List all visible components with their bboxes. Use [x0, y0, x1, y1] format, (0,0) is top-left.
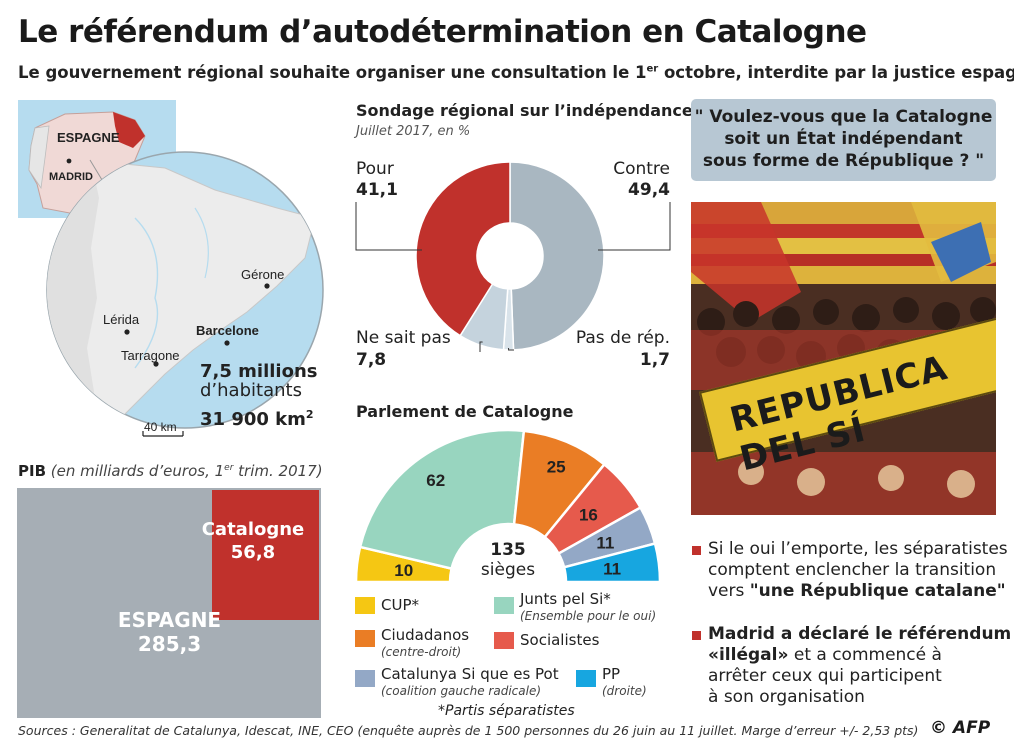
legend-label-catsiqueespot: Catalunya Si que es Pot	[381, 665, 559, 683]
scale-bar: 40 km	[142, 420, 184, 437]
poll-label-contre: Contre	[613, 159, 670, 179]
city-barcelone: Barcelone	[196, 323, 259, 338]
city-tarragone: Tarragone	[121, 348, 180, 363]
legend-sub-catsiqueespot: (coalition gauche radicale)	[381, 684, 542, 698]
legend-label-pp: PP	[602, 665, 621, 683]
population-unit: d’habitants	[200, 380, 302, 401]
sources: Sources : Generalitat de Catalunya, Ides…	[18, 723, 919, 738]
bullet-text-2: Madrid a déclaré le référendum «illégal»…	[708, 624, 1012, 707]
poll-subtitle: Juillet 2017, en %	[356, 124, 471, 139]
bullet-marker-1	[692, 546, 701, 555]
legend-swatch-pp	[576, 670, 596, 687]
parliament-seat-label-catalunya-si-que-es-pot: 11	[596, 534, 614, 553]
bullet-marker-2	[692, 631, 701, 640]
poll-slice-contre	[509, 161, 605, 351]
legend-swatch-cup	[355, 597, 375, 614]
catalonia-inset-shape	[113, 112, 145, 148]
legend-sub-ciudadanos: (centre-droit)	[381, 645, 462, 659]
poll-label-pdr: Pas de rép.	[575, 328, 670, 348]
poll-leader-pour	[355, 202, 422, 251]
poll-donut-chart	[355, 161, 671, 352]
poll-value-contre: 49,4	[628, 180, 670, 200]
legend-sub-pp: (droite)	[602, 684, 647, 698]
gdp-title: PIB (en milliards d’euros, 1er trim. 201…	[18, 462, 323, 480]
legend-swatch-catsiqueespot	[355, 670, 375, 687]
svg-text:40 km: 40 km	[144, 420, 177, 434]
population-value: 7,5 millions	[200, 361, 318, 382]
map-label-espagne: ESPAGNE	[57, 130, 120, 145]
catalonia-map: ESPAGNE MADRID Gérone Lérida Barcelone T…	[18, 100, 324, 437]
poll-leader-pdr	[508, 347, 514, 351]
parliament-slice-junts-pel-si	[358, 428, 526, 571]
legend-swatch-ciudadanos	[355, 630, 375, 647]
poll-value-pour: 41,1	[356, 180, 398, 200]
poll-slice-pour	[415, 161, 511, 337]
map-label-madrid: MADRID	[49, 171, 93, 183]
legend-swatch-junts	[494, 597, 514, 614]
legend-label-ciudadanos: Ciudadanos	[381, 626, 470, 644]
rally-photo: REPUBLICA DEL SÍ	[691, 202, 996, 515]
area-value: 31 900 km2	[200, 408, 314, 430]
poll-leader-contre	[598, 202, 671, 251]
parliament-slice-pp	[562, 541, 662, 584]
legend-swatch-socialistes	[494, 632, 514, 649]
parliament-chart: 10 62 25 16 11 11	[354, 428, 662, 584]
poll-title: Sondage régional sur l’indépendance	[356, 101, 693, 120]
parliament-seat-label-cup: 10	[394, 561, 413, 580]
parliament-footnote: *Partis séparatistes	[438, 703, 575, 719]
poll-value-pdr: 1,7	[639, 350, 670, 370]
city-lerida: Lérida	[103, 312, 140, 327]
page-subtitle: Le gouvernement régional souhaite organi…	[18, 63, 1014, 82]
parliament-seat-label-junts-pel-si: 62	[426, 471, 445, 490]
poll-leader-nsp	[479, 341, 483, 352]
legend-sub-junts: (Ensemble pour le oui)	[520, 609, 657, 623]
parliament-seat-label-ciudadanos: 25	[547, 458, 566, 477]
legend-label-cup: CUP*	[381, 596, 419, 614]
parliament-title: Parlement de Catalogne	[356, 402, 574, 421]
parliament-seat-label-socialistes: 16	[579, 506, 598, 525]
city-gerone: Gérone	[241, 267, 284, 282]
legend-label-socialistes: Socialistes	[520, 631, 600, 649]
poll-label-nsp: Ne sait pas	[356, 328, 451, 348]
parliament-seat-label-pp: 11	[603, 560, 621, 579]
poll-label-pour: Pour	[356, 159, 394, 179]
gdp-catalonia-label: Catalogne 56,8	[201, 519, 305, 563]
bullet-text-1: Si le oui l’emporte, les séparatistes co…	[708, 539, 1008, 601]
page-title: Le référendum d’autodétermination en Cat…	[18, 14, 867, 50]
poll-value-nsp: 7,8	[356, 350, 387, 370]
referendum-question: " Voulez-vous que la Catalogne soit un Ét…	[691, 99, 996, 181]
legend-label-junts: Junts pel Si*	[520, 590, 611, 608]
parliament-center: 135 sièges	[480, 540, 536, 580]
gdp-spain-label: ESPAGNE 285,3	[117, 608, 222, 656]
gdp-catalonia-area	[211, 490, 319, 620]
afp-credit: © AFP	[930, 718, 991, 738]
